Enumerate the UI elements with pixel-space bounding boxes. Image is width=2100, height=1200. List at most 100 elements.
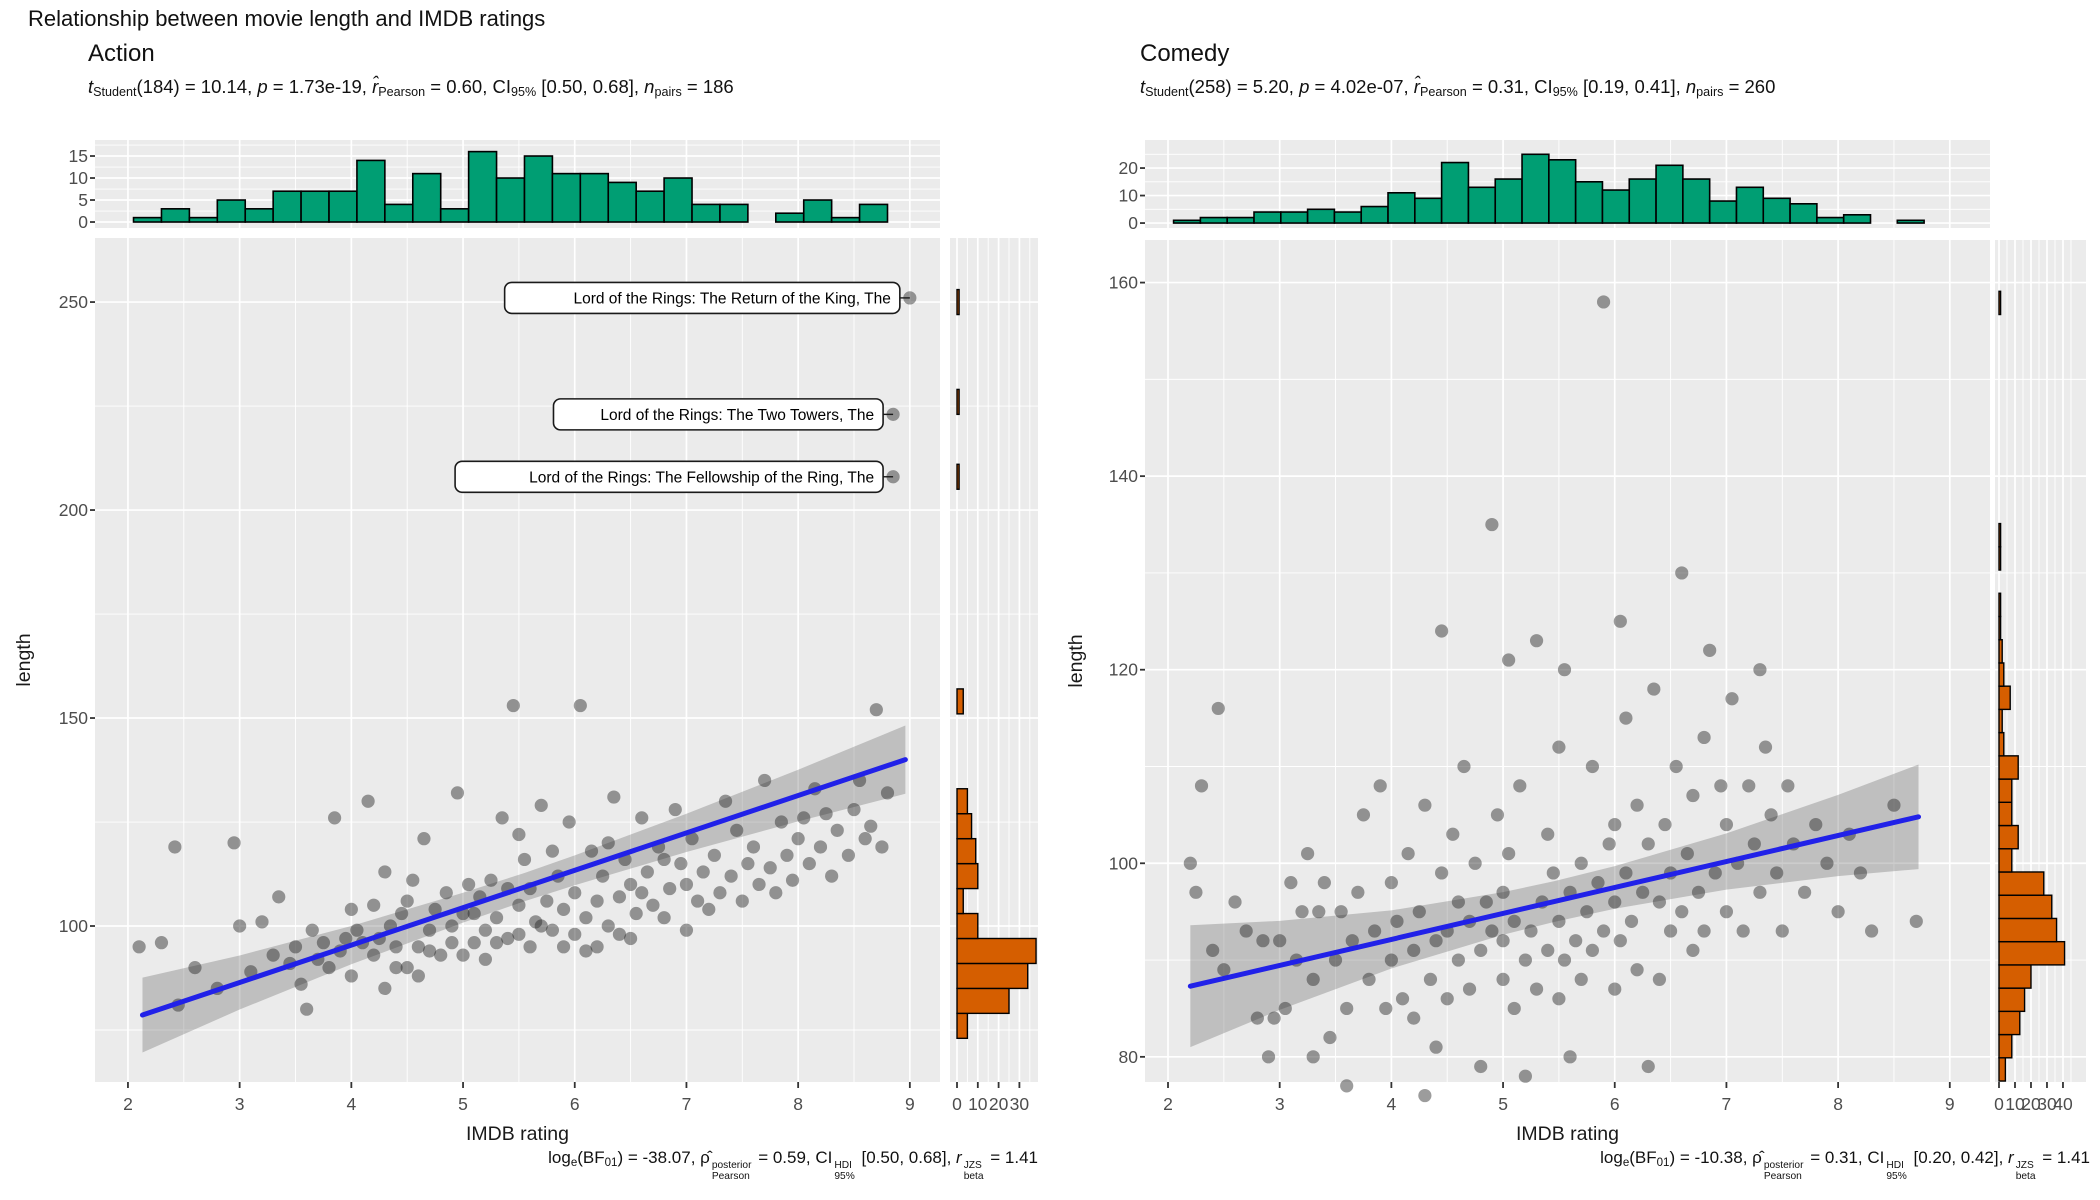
comedy-right-histogram (1995, 240, 2086, 1082)
data-point (1496, 934, 1510, 948)
svg-text:0: 0 (78, 212, 88, 232)
data-point (1206, 943, 1220, 957)
top-hist-bar (1494, 178, 1523, 224)
data-point (1686, 943, 1700, 957)
data-point (679, 923, 694, 937)
data-point (1714, 779, 1728, 793)
data-point (1652, 895, 1667, 909)
data-point (841, 848, 856, 862)
data-point (1507, 914, 1521, 928)
right-hist-bar (1998, 964, 2032, 989)
data-point (288, 940, 303, 954)
data-point (456, 948, 470, 962)
data-point (501, 931, 515, 946)
data-point (601, 919, 615, 933)
top-hist-bar (1735, 186, 1765, 224)
data-point (1541, 943, 1555, 957)
data-point (1194, 779, 1209, 793)
data-point (713, 886, 727, 900)
data-point (1183, 856, 1197, 870)
svg-text:0: 0 (952, 1094, 962, 1114)
data-point (741, 857, 755, 871)
right-hist-bar (1998, 940, 2066, 966)
top-hist-bar (1789, 203, 1818, 224)
data-point (1395, 992, 1410, 1006)
right-hist-bar (1998, 639, 2003, 664)
data-point (1384, 953, 1398, 967)
data-point (1529, 634, 1544, 648)
data-point (1474, 1059, 1488, 1074)
data-point (1574, 972, 1588, 987)
data-point (1446, 827, 1460, 841)
svg-text:15: 15 (69, 146, 88, 166)
data-point (612, 927, 627, 941)
data-point (545, 923, 560, 937)
svg-text:100: 100 (59, 916, 88, 936)
data-point (674, 857, 688, 871)
data-point (422, 944, 437, 958)
data-point (1250, 1011, 1264, 1025)
top-hist-bar (1574, 181, 1604, 224)
svg-text:2: 2 (1163, 1094, 1173, 1114)
data-point (512, 927, 526, 941)
top-hist-bar (1548, 159, 1577, 224)
data-point (1356, 808, 1371, 822)
data-point (746, 840, 761, 854)
svg-text:80: 80 (1119, 1047, 1139, 1067)
data-point (1725, 692, 1739, 706)
top-hist-bar (244, 208, 274, 223)
top-hist-bar (1601, 189, 1631, 224)
action-top-histogram (95, 140, 940, 228)
data-point (1770, 866, 1784, 880)
data-point (1652, 972, 1667, 987)
data-point (495, 811, 509, 825)
figure-title: Relationship between movie length and IM… (28, 6, 546, 31)
svg-text:0: 0 (1128, 213, 1138, 233)
data-point (1909, 914, 1923, 928)
top-hist-bar (1682, 178, 1711, 224)
data-point (406, 873, 420, 887)
data-point (1557, 663, 1572, 677)
svg-text:8: 8 (1833, 1094, 1843, 1114)
right-hist-bar (956, 288, 960, 316)
data-point (1518, 953, 1532, 967)
top-hist-bar (328, 190, 358, 223)
data-point (1552, 992, 1566, 1006)
data-point (685, 832, 699, 846)
data-point (819, 807, 833, 821)
svg-text:0: 0 (1994, 1094, 2004, 1114)
data-point (1764, 808, 1778, 822)
data-point (556, 940, 571, 954)
data-point (1340, 1001, 1354, 1016)
data-point (1462, 982, 1477, 996)
svg-text:250: 250 (59, 292, 88, 312)
top-hist-bar (1360, 205, 1389, 224)
data-point (400, 894, 414, 908)
data-point (1423, 972, 1438, 987)
data-point (880, 786, 895, 800)
data-point (1669, 759, 1683, 774)
svg-text:8: 8 (793, 1094, 803, 1114)
data-point (300, 1002, 314, 1016)
data-point (1719, 905, 1734, 919)
data-point (1390, 914, 1404, 928)
data-point (802, 857, 816, 871)
svg-text:Lord of the Rings: The Fellows: Lord of the Rings: The Fellowship of the… (529, 469, 874, 486)
data-point (389, 940, 403, 954)
data-point (445, 936, 459, 950)
data-point (1496, 885, 1510, 899)
data-point (1306, 972, 1320, 987)
top-hist-bar (300, 190, 330, 223)
svg-text:4: 4 (1387, 1094, 1397, 1114)
data-point (1529, 982, 1544, 996)
data-point (489, 936, 504, 950)
data-point (663, 881, 677, 896)
svg-text:20: 20 (2021, 1094, 2041, 1114)
data-point (1686, 788, 1700, 803)
data-point (322, 961, 336, 975)
top-hist-bar (1896, 219, 1925, 224)
data-point (791, 832, 805, 846)
data-point (367, 898, 381, 912)
data-point (1809, 817, 1823, 832)
